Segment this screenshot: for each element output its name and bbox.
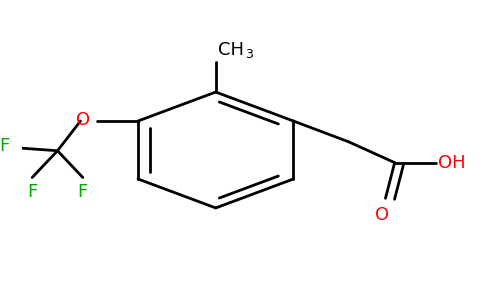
Text: F: F xyxy=(27,183,37,201)
Text: OH: OH xyxy=(439,154,466,172)
Text: O: O xyxy=(76,110,90,128)
Text: CH: CH xyxy=(218,41,244,59)
Text: 3: 3 xyxy=(245,47,253,61)
Text: F: F xyxy=(77,183,88,201)
Text: F: F xyxy=(0,137,9,155)
Text: O: O xyxy=(375,206,389,224)
